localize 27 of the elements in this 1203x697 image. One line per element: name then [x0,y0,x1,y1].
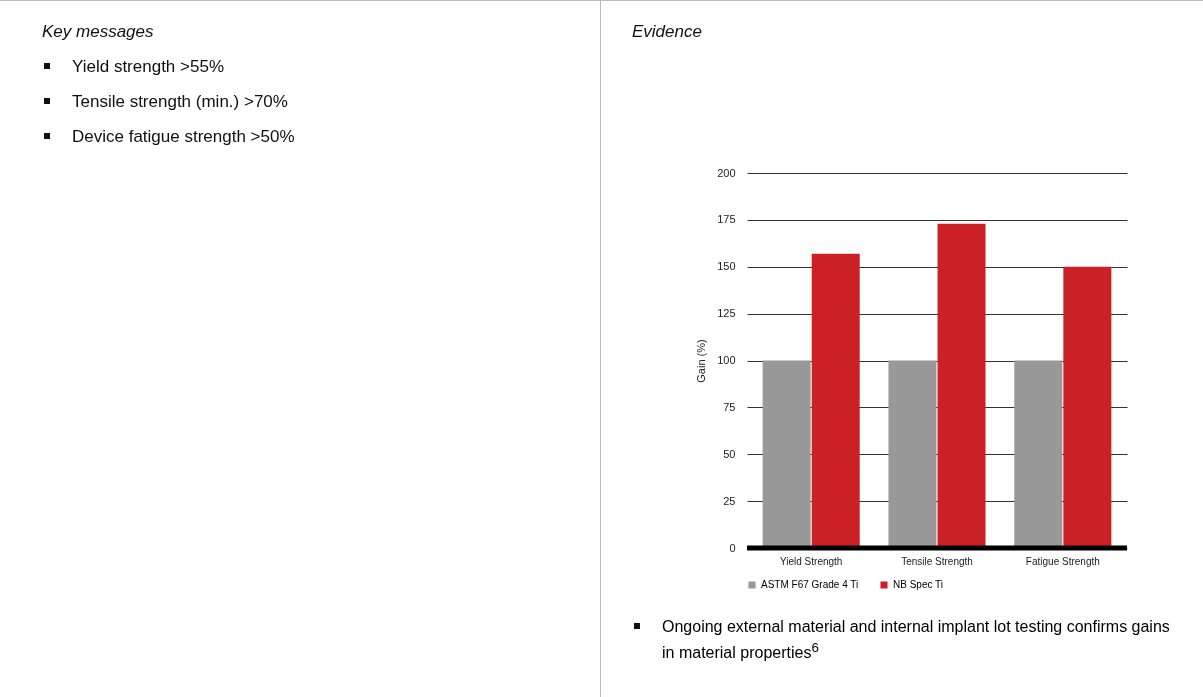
text: Yield strength >55% [42,56,582,77]
y-tick-label: 75 [723,400,736,413]
y-tick-label: 100 [717,354,736,366]
bar [1063,266,1112,548]
bar [1014,360,1063,548]
y-tick-label: 125 [717,307,736,320]
x-tick-label: Tensile Strength [901,555,973,567]
text: Evidence [632,22,703,42]
x-tick-label: Fatigue Strength [1025,555,1100,567]
y-tick-label: 175 [717,213,736,226]
y-axis-title: Gain (%) [695,339,708,383]
x-tick-label: Yield Strength [779,555,843,567]
legend-label: NB Spec Ti [893,579,944,590]
text: Tensile strength (min.) >70% [42,91,582,112]
text: Key messages [42,22,155,42]
text: Device fatigue strength >50% [42,126,582,147]
bar [811,253,860,548]
bar [937,223,986,548]
y-tick-label: 50 [723,447,736,460]
legend-label: ASTM F67 Grade 4 Ti [761,579,859,590]
y-tick-label: 200 [717,166,736,179]
y-tick-label: 25 [723,494,736,507]
bar [762,360,811,548]
y-tick-label: 0 [729,541,736,554]
y-tick-label: 150 [717,260,736,273]
text: Ongoing external material and internal implant lot testing confirms gains in material properties$^{6}$ [632,616,1172,664]
bar [888,360,937,548]
